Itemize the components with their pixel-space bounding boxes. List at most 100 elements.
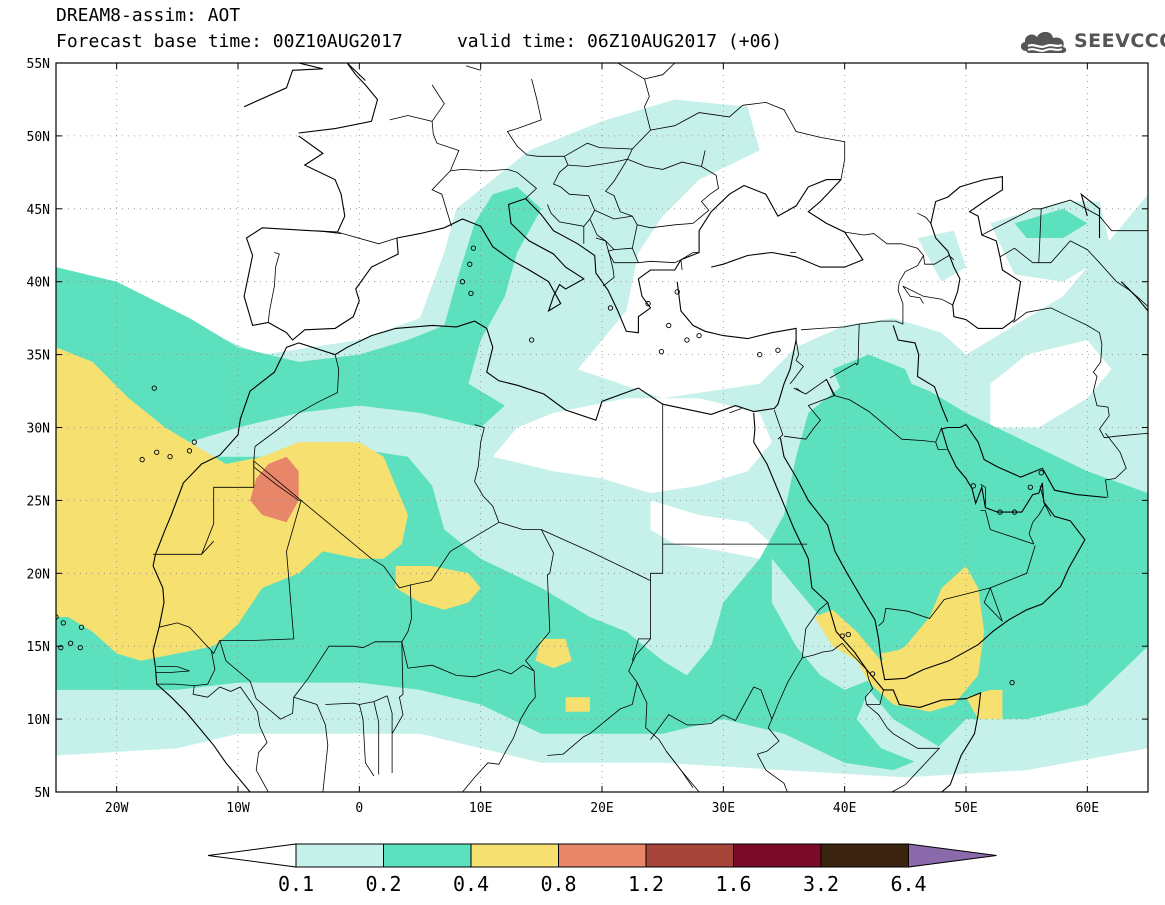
border-39 bbox=[498, 521, 554, 672]
lat-label-55N: 55N bbox=[27, 57, 50, 72]
border-74 bbox=[980, 510, 1035, 545]
border-25 bbox=[156, 461, 302, 687]
island-25 bbox=[645, 300, 651, 307]
colorbar-label-3_2: 3.2 bbox=[803, 872, 839, 896]
coastline-8 bbox=[152, 281, 797, 792]
border-79 bbox=[990, 545, 1036, 589]
lat-label-20N: 20N bbox=[27, 567, 50, 582]
lat-label-5N: 5N bbox=[34, 786, 50, 801]
colorbar-box-0.8-1.2 bbox=[558, 843, 647, 868]
coastlines bbox=[56, 63, 1148, 792]
coastline-10 bbox=[753, 412, 982, 792]
border-17 bbox=[595, 237, 615, 250]
island-20 bbox=[757, 351, 763, 358]
colorbar-box-3.2-6.4 bbox=[820, 843, 909, 868]
aot-gap-1-0 bbox=[492, 398, 772, 494]
aot-region-0_4-2 bbox=[535, 638, 572, 669]
aot-region-0_1-2 bbox=[917, 230, 966, 282]
lat-label-50N: 50N bbox=[27, 130, 50, 145]
cloud-icon bbox=[1020, 31, 1067, 53]
border-67 bbox=[917, 212, 932, 224]
aot-region-0_2-0 bbox=[56, 186, 542, 443]
colorbar-label-0_4: 0.4 bbox=[453, 872, 489, 896]
colorbar-under-arrow bbox=[207, 843, 297, 868]
island-29 bbox=[845, 631, 851, 638]
border-15 bbox=[547, 204, 591, 227]
lat-label-45N: 45N bbox=[27, 203, 50, 218]
border-53 bbox=[866, 704, 941, 792]
coastline-13 bbox=[930, 176, 1022, 329]
border-55 bbox=[729, 408, 742, 414]
lat-label-35N: 35N bbox=[27, 349, 50, 364]
colorbar-label-6_4: 6.4 bbox=[890, 872, 926, 896]
map-title: DREAM8-assim: AOT bbox=[56, 5, 241, 26]
border-78 bbox=[878, 587, 991, 627]
island-15 bbox=[468, 290, 474, 297]
island-14 bbox=[459, 279, 466, 285]
colorbar-box-1.2-1.6 bbox=[645, 843, 734, 868]
coastline-9 bbox=[346, 63, 366, 81]
border-77 bbox=[989, 587, 1003, 622]
border-7 bbox=[506, 78, 615, 287]
aot-region-0_2-3 bbox=[1038, 464, 1088, 515]
coastline-2 bbox=[298, 135, 346, 233]
border-62 bbox=[902, 285, 953, 306]
aot-contour-fills bbox=[56, 99, 1148, 778]
coastline-11 bbox=[779, 423, 1107, 681]
border-22 bbox=[153, 461, 255, 555]
border-0 bbox=[316, 230, 342, 234]
lon-label-50E: 50E bbox=[954, 801, 977, 816]
aot-region-0_2-4 bbox=[1014, 208, 1088, 238]
lat-label-15N: 15N bbox=[27, 640, 50, 655]
border-61 bbox=[829, 323, 860, 379]
island-1 bbox=[154, 449, 160, 455]
coastline-14 bbox=[1080, 192, 1101, 238]
lon-label-60E: 60E bbox=[1076, 801, 1099, 816]
border-37 bbox=[401, 641, 409, 669]
lon-label-30E: 30E bbox=[712, 801, 735, 816]
island-8 bbox=[67, 640, 74, 646]
border-70 bbox=[1105, 433, 1127, 498]
colorbar-boxes bbox=[207, 843, 997, 868]
island-32 bbox=[1011, 509, 1018, 515]
logo-text: SEEVCCC bbox=[1074, 30, 1165, 52]
lon-label-10W: 10W bbox=[226, 801, 250, 816]
border-57 bbox=[789, 339, 804, 385]
border-68 bbox=[999, 240, 1148, 307]
aot-region-0_4-0 bbox=[56, 347, 408, 661]
border-21 bbox=[253, 342, 340, 462]
lat-label-25N: 25N bbox=[27, 494, 50, 509]
island-2 bbox=[167, 454, 173, 460]
island-0 bbox=[139, 456, 145, 463]
colorbar-box-0.4-0.8 bbox=[470, 843, 559, 868]
colorbar-label-0_2: 0.2 bbox=[365, 872, 401, 896]
colorbar-box-0.2-0.4 bbox=[383, 843, 472, 868]
border-27 bbox=[155, 666, 190, 673]
coastline-15 bbox=[1120, 281, 1148, 312]
border-14 bbox=[594, 209, 633, 220]
colorbar-label-1_6: 1.6 bbox=[715, 872, 751, 896]
border-59 bbox=[800, 231, 924, 331]
border-41 bbox=[410, 521, 500, 586]
lat-label-10N: 10N bbox=[27, 713, 50, 728]
border-73 bbox=[1028, 485, 1046, 545]
lon-label-20E: 20E bbox=[590, 801, 613, 816]
coastline-1 bbox=[298, 63, 379, 134]
colorbar-over-arrow bbox=[908, 843, 997, 868]
lat-label-40N: 40N bbox=[27, 276, 50, 291]
island-26 bbox=[607, 305, 614, 311]
island-17 bbox=[470, 245, 477, 251]
border-49 bbox=[756, 753, 788, 792]
island-31 bbox=[869, 671, 876, 677]
border-40 bbox=[474, 424, 500, 523]
island-30 bbox=[1009, 680, 1015, 686]
aot-region-0_2-2 bbox=[832, 354, 918, 413]
lat-label-30N: 30N bbox=[27, 422, 50, 437]
island-36 bbox=[997, 509, 1003, 515]
coastline-5 bbox=[525, 198, 682, 334]
island-5 bbox=[151, 385, 157, 391]
border-50 bbox=[771, 602, 828, 720]
lon-label-0: 0 bbox=[355, 801, 363, 816]
border-56 bbox=[773, 409, 784, 440]
